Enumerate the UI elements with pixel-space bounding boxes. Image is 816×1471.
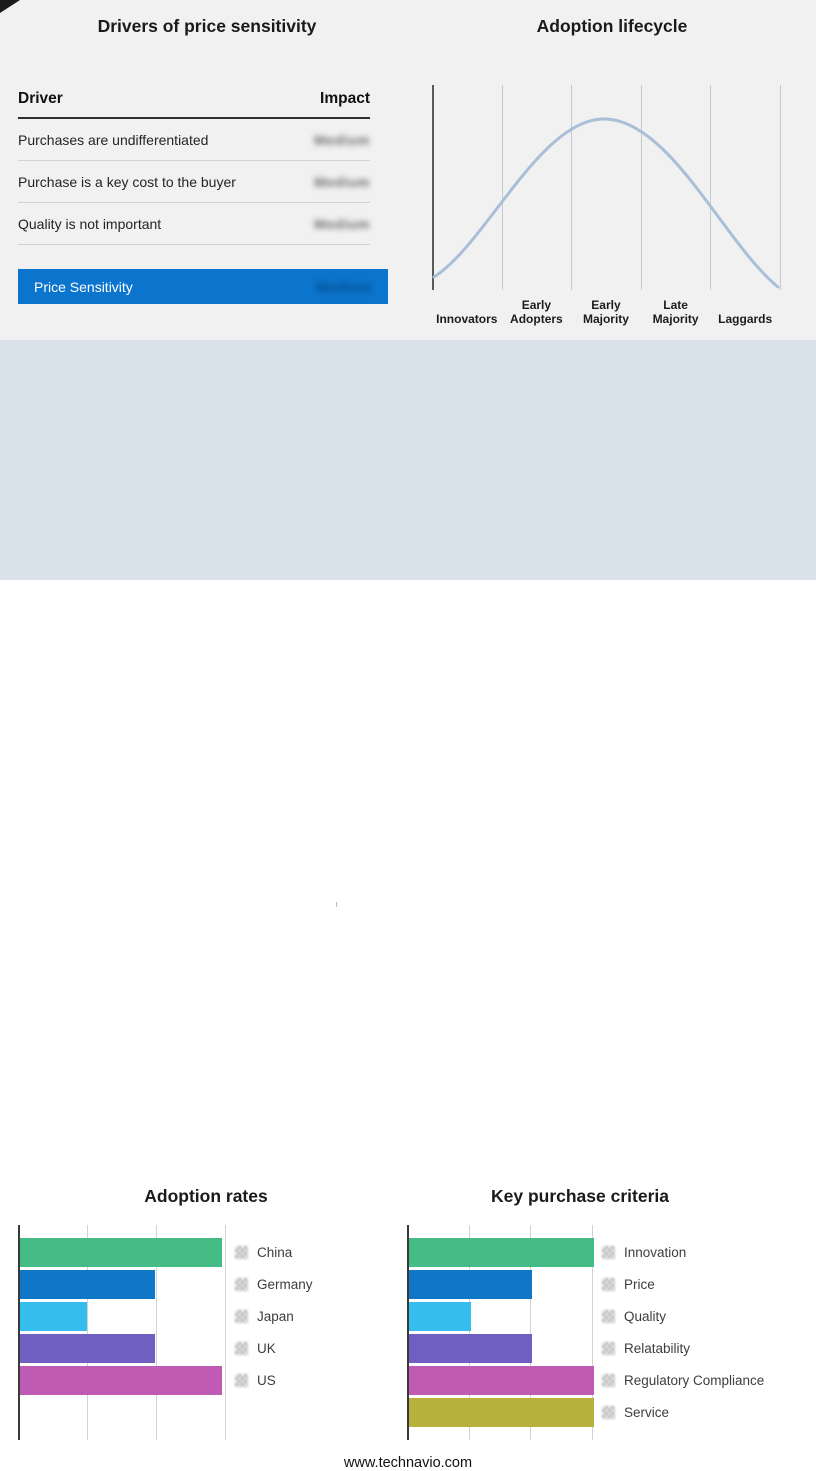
driver-label: Purchase is a key cost to the buyer — [18, 173, 236, 190]
lifecycle-gridline — [641, 85, 642, 290]
purchase-basket-section: Importance in the customer purchase bask… — [0, 340, 816, 907]
legend-item-japan: Japan — [235, 1309, 294, 1324]
bar-germany — [20, 1270, 155, 1299]
legend-swatch-icon — [602, 1342, 615, 1355]
chart-plot — [407, 1225, 594, 1440]
legend-label: Price — [624, 1277, 655, 1292]
lifecycle-stage-label: Early Adopters — [510, 298, 563, 326]
legend-item-uk: UK — [235, 1341, 276, 1356]
price-sensitivity-label: Price Sensitivity — [34, 278, 133, 295]
driver-row: Purchases are undifferentiated Medium — [18, 119, 370, 161]
legend-label: Japan — [257, 1309, 294, 1324]
driver-column-header: Driver — [18, 90, 63, 107]
lifecycle-gridline — [780, 85, 781, 290]
bar-service — [409, 1398, 594, 1427]
legend-swatch-icon — [602, 1246, 615, 1259]
bar-innovation — [409, 1238, 594, 1267]
chart-axis-line — [407, 1225, 409, 1440]
chart-plot — [18, 1225, 226, 1440]
legend-item-innovation: Innovation — [602, 1245, 686, 1260]
legend-label: Germany — [257, 1277, 313, 1292]
legend-item-quality: Quality — [602, 1309, 666, 1324]
legend-label: UK — [257, 1341, 276, 1356]
corner-fold-icon — [0, 0, 20, 13]
price-sensitivity-section: Drivers of price sensitivity Driver Impa… — [0, 0, 816, 340]
legend-swatch-icon — [602, 1406, 615, 1419]
bar-japan — [20, 1302, 87, 1331]
legend-item-germany: Germany — [235, 1277, 313, 1292]
bar-relatability — [409, 1334, 532, 1363]
legend-label: Service — [624, 1405, 670, 1420]
legend-swatch-icon — [235, 1246, 248, 1259]
lifecycle-gridline — [710, 85, 711, 290]
legend-swatch-icon — [235, 1374, 248, 1387]
driver-row: Purchase is a key cost to the buyer Mediu… — [18, 161, 370, 203]
legend-item-china: China — [235, 1245, 292, 1260]
legend-label: Quality — [624, 1309, 667, 1324]
legend-swatch-icon — [602, 1278, 615, 1291]
drivers-panel-title: Drivers of price sensitivity — [97, 16, 317, 36]
bar-price — [409, 1270, 532, 1299]
lifecycle-panel-title: Adoption lifecycle — [536, 16, 688, 36]
lifecycle-stage-label: Late Majority — [652, 298, 699, 326]
legend-label: US — [257, 1373, 276, 1388]
key-purchase-criteria-chart: Innovation Price Quality Relatability Regula… — [407, 1225, 812, 1440]
driver-label: Purchases are undifferentiated — [18, 131, 209, 148]
lifecycle-gridline — [502, 85, 503, 290]
legend-swatch-icon — [235, 1278, 248, 1291]
bar-quality — [409, 1302, 471, 1331]
legend-label: Regulatory Compliance — [624, 1373, 765, 1388]
bell-curve — [432, 117, 780, 289]
drivers-table-header: Driver Impact — [18, 90, 370, 119]
drivers-table-body: Purchases are undifferentiated Medium Purc… — [18, 119, 370, 245]
lifecycle-stage-label: Early Majority — [582, 298, 629, 326]
legend-swatch-icon — [602, 1310, 615, 1323]
website-url: www.technavio.com — [343, 1455, 473, 1471]
legend-item-service: Service — [602, 1405, 669, 1420]
lifecycle-stage-labels: Innovators Early Adopters Early Majority La… — [432, 294, 780, 326]
drivers-table: Driver Impact Purchases are undifferenti… — [18, 90, 370, 245]
bar-uk — [20, 1334, 155, 1363]
driver-impact-value: Medium — [314, 131, 370, 148]
driver-row: Quality is not important Medium — [18, 203, 370, 245]
chart-axis-line — [18, 1225, 20, 1440]
legend-swatch-icon — [602, 1374, 615, 1387]
adoption-rates-title: Adoption rates — [144, 1186, 268, 1206]
driver-impact-value: Medium — [314, 215, 370, 232]
adoption-rates-chart: China Germany Japan UK US — [18, 1225, 408, 1440]
legend-item-us: US — [235, 1373, 276, 1388]
bar-china — [20, 1238, 222, 1267]
lifecycle-stage-label: Innovators — [436, 312, 498, 326]
price-sensitivity-banner: Price Sensitivity Medium — [18, 269, 388, 304]
lifecycle-gridline — [571, 85, 572, 290]
driver-impact-value: Medium — [314, 173, 370, 190]
bar-us — [20, 1366, 222, 1395]
legend-item-price: Price — [602, 1277, 655, 1292]
legend-label: China — [257, 1245, 293, 1260]
legend-swatch-icon — [235, 1342, 248, 1355]
chart-gridline — [225, 1225, 226, 1440]
impact-column-header: Impact — [320, 90, 370, 107]
price-sensitivity-value: Medium — [316, 278, 372, 295]
adoption-lifecycle-chart — [432, 85, 781, 290]
key-purchase-criteria-title: Key purchase criteria — [490, 1186, 669, 1206]
lifecycle-stage-label: Laggards — [718, 312, 773, 326]
driver-label: Quality is not important — [18, 215, 162, 232]
legend-item-regulatory-compliance: Regulatory Compliance — [602, 1373, 764, 1388]
legend-label: Relatability — [624, 1341, 691, 1356]
legend-item-relatability: Relatability — [602, 1341, 690, 1356]
bar-charts-section: Adoption rates Key purchase criteria Chi… — [0, 580, 816, 1471]
lifecycle-axis-line — [432, 85, 434, 290]
legend-label: Innovation — [624, 1245, 687, 1260]
bar-regulatory-compliance — [409, 1366, 594, 1395]
legend-swatch-icon — [235, 1310, 248, 1323]
